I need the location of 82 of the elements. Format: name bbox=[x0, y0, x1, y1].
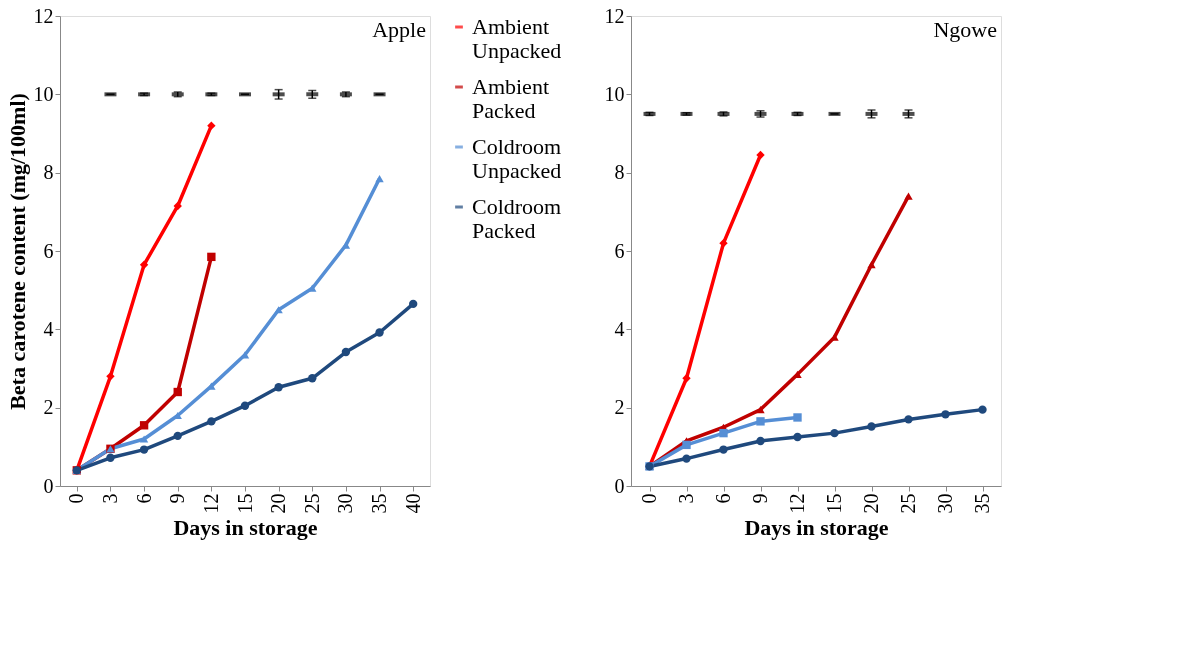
point bbox=[207, 417, 216, 426]
point bbox=[867, 422, 876, 431]
y-tick-label: 2 bbox=[43, 396, 54, 419]
x-tick-label: 30 bbox=[934, 493, 956, 514]
point bbox=[207, 121, 216, 130]
legend-label: Coldroom Unpacked bbox=[472, 134, 562, 183]
point bbox=[240, 401, 250, 410]
point bbox=[308, 374, 317, 383]
x-axis-title: Days in storage bbox=[744, 514, 889, 540]
point bbox=[756, 406, 765, 414]
point bbox=[941, 410, 950, 419]
legend-label: Ambient Packed bbox=[472, 74, 549, 123]
x-tick-label: 9 bbox=[749, 493, 771, 504]
y-tick-label: 10 bbox=[604, 82, 625, 105]
x-tick-label: 3 bbox=[675, 493, 697, 504]
point bbox=[756, 417, 765, 426]
x-tick-label: 25 bbox=[300, 493, 323, 514]
x-tick-label: 40 bbox=[401, 493, 424, 514]
y-tick-label: 12 bbox=[33, 4, 54, 27]
point bbox=[139, 260, 149, 269]
x-tick-label: 15 bbox=[233, 493, 256, 514]
point bbox=[830, 428, 839, 438]
y-tick-label: 12 bbox=[604, 4, 625, 27]
y-tick-label: 8 bbox=[614, 161, 625, 184]
y-tick-label: 4 bbox=[43, 317, 54, 340]
point bbox=[341, 347, 351, 357]
x-tick-label: 9 bbox=[166, 493, 189, 504]
point bbox=[409, 299, 418, 309]
x-tick-label: 30 bbox=[334, 493, 357, 514]
x-tick-label: 0 bbox=[638, 493, 660, 504]
point bbox=[341, 241, 351, 249]
x-tick-label: 25 bbox=[897, 493, 919, 514]
point bbox=[106, 453, 115, 462]
point bbox=[375, 174, 384, 183]
point bbox=[904, 415, 913, 424]
x-tick-label: 15 bbox=[823, 493, 845, 514]
point bbox=[274, 306, 283, 314]
point bbox=[173, 431, 182, 441]
legend-label: Ambient Unpacked bbox=[472, 14, 562, 63]
x-tick-label: 20 bbox=[267, 493, 290, 514]
y-tick-label: 2 bbox=[614, 396, 625, 419]
point bbox=[106, 372, 115, 381]
y-tick-label: 10 bbox=[33, 82, 54, 105]
point bbox=[139, 445, 149, 454]
y-axis-title: Beta carotene content (mg/100ml) bbox=[4, 93, 30, 410]
point bbox=[207, 252, 216, 262]
x-tick-label: 0 bbox=[65, 493, 88, 504]
x-tick-label: 6 bbox=[712, 493, 734, 504]
point bbox=[904, 192, 913, 200]
y-tick-label: 4 bbox=[614, 317, 625, 340]
x-tick-label: 20 bbox=[860, 493, 882, 514]
point bbox=[682, 440, 691, 450]
point bbox=[867, 261, 876, 269]
x-tick-label: 35 bbox=[971, 493, 993, 514]
x-axis-title: Days in storage bbox=[173, 514, 318, 540]
x-tick-label: 12 bbox=[199, 493, 222, 514]
point bbox=[793, 432, 802, 442]
point bbox=[978, 405, 987, 414]
point bbox=[173, 387, 182, 397]
point bbox=[682, 374, 691, 383]
point bbox=[756, 150, 765, 160]
legend-label: Coldroom Packed bbox=[472, 194, 562, 243]
x-tick-label: 12 bbox=[786, 493, 808, 514]
x-tick-label: 3 bbox=[98, 493, 121, 504]
x-tick-label: 35 bbox=[368, 493, 391, 514]
x-tick-label: 6 bbox=[132, 493, 155, 504]
point bbox=[375, 328, 384, 337]
point bbox=[719, 428, 728, 438]
point bbox=[719, 238, 728, 248]
point bbox=[793, 413, 802, 422]
y-tick-label: 8 bbox=[43, 161, 54, 184]
point bbox=[756, 436, 765, 446]
chart-title: Ngowe bbox=[933, 17, 997, 42]
point bbox=[139, 435, 149, 443]
chart-title: Apple bbox=[372, 17, 426, 42]
point bbox=[274, 383, 283, 392]
y-tick-label: 6 bbox=[43, 239, 54, 262]
point bbox=[173, 201, 182, 211]
point bbox=[139, 421, 149, 430]
point bbox=[682, 454, 691, 463]
point bbox=[719, 445, 728, 454]
y-tick-label: 6 bbox=[614, 239, 625, 262]
